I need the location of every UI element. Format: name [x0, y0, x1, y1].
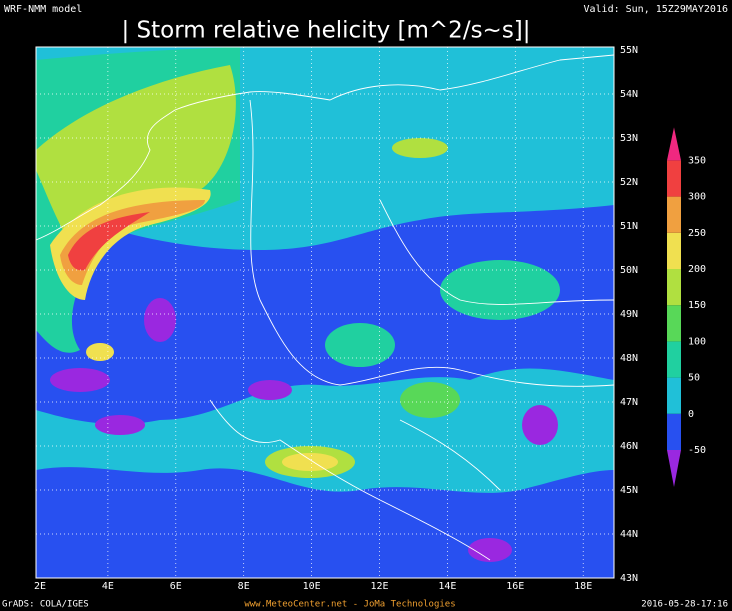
- colorbar-label: 200: [688, 264, 706, 275]
- model-label: WRF-NMM model: [4, 4, 82, 15]
- colorbar-segment: [667, 196, 681, 233]
- field-area: [282, 453, 338, 471]
- lon-label: 2E: [34, 581, 46, 592]
- lon-label: 6E: [170, 581, 182, 592]
- lat-label: 46N: [620, 441, 638, 452]
- coastline: [36, 54, 614, 241]
- lon-label: 10E: [303, 581, 321, 592]
- colorbar-segment: [667, 232, 681, 269]
- lat-label: 52N: [620, 177, 638, 188]
- footer-left: GrADS: COLA/IGES: [2, 600, 89, 610]
- colorbar-label: 350: [688, 155, 706, 166]
- map-title: | Storm relative helicity [m^2/s~s]|: [121, 18, 530, 44]
- field-area: [36, 65, 236, 250]
- lat-label: 54N: [620, 89, 638, 100]
- lat-label: 51N: [620, 221, 638, 232]
- lon-label: 18E: [574, 581, 592, 592]
- field: [36, 47, 614, 578]
- map-frame: [35, 46, 615, 579]
- lat-label: 45N: [620, 485, 638, 496]
- lat-label: 50N: [620, 265, 638, 276]
- lat-label: 48N: [620, 353, 638, 364]
- field-area: [60, 200, 205, 285]
- field-area: [95, 415, 145, 435]
- field-area: [68, 212, 150, 271]
- field-area: [86, 343, 114, 361]
- coastline: [209, 399, 501, 561]
- field-area: [36, 200, 614, 425]
- colorbar-segment: [667, 413, 681, 450]
- colorbar-segment: [667, 377, 681, 414]
- field-area: [468, 538, 512, 562]
- colorbar-segment: [667, 160, 681, 197]
- colorbar-triangle: [667, 450, 681, 487]
- field-area: [392, 138, 448, 158]
- field-area: [325, 323, 395, 367]
- colorbar-triangle: [667, 127, 681, 161]
- field-area: [522, 405, 558, 445]
- lon-label: 8E: [238, 581, 250, 592]
- lon-label: 12E: [370, 581, 388, 592]
- colorbar-label: 300: [688, 192, 706, 203]
- lon-label: 14E: [438, 581, 456, 592]
- lat-label: 43N: [620, 573, 638, 584]
- lat-label: 49N: [620, 309, 638, 320]
- border-line: [249, 99, 614, 387]
- lon-label: 4E: [102, 581, 114, 592]
- colorbar-label: 250: [688, 228, 706, 239]
- colorbar-label: 0: [688, 409, 694, 420]
- lat-label: 53N: [620, 133, 638, 144]
- field-area: [248, 380, 292, 400]
- colorbar-segment: [667, 269, 681, 306]
- lat-label: 55N: [620, 45, 638, 56]
- lon-label: 16E: [506, 581, 524, 592]
- footer-center: www.MeteoCenter.net - JoMa Technologies: [244, 600, 455, 610]
- footer-right: 2016-05-28-17:16: [641, 600, 728, 610]
- valid-time: Valid: Sun, 15Z29MAY2016: [584, 4, 729, 15]
- field-area: [144, 298, 176, 342]
- colorbar-segment: [667, 305, 681, 342]
- colorbar-label: -50: [688, 445, 706, 456]
- lat-label: 44N: [620, 529, 638, 540]
- colorbar-label: 50: [688, 373, 700, 384]
- border-line: [379, 199, 614, 305]
- field-area: [400, 382, 460, 418]
- field-area: [50, 368, 110, 392]
- colorbar-label: 150: [688, 300, 706, 311]
- lat-label: 47N: [620, 397, 638, 408]
- field-area: [440, 260, 560, 320]
- colorbar-segment: [667, 341, 681, 378]
- colorbar-label: 100: [688, 336, 706, 347]
